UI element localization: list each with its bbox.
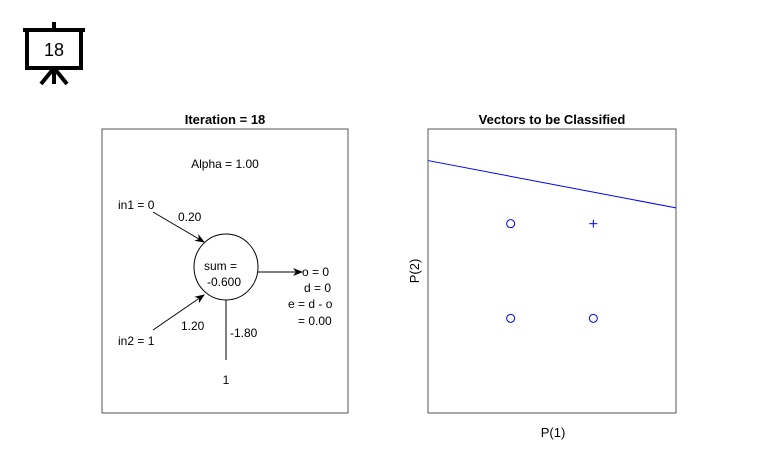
- alpha-label: Alpha = 1.00: [191, 157, 259, 171]
- scatter-plot-marks: [427, 160, 677, 323]
- y-axis-label: P(2): [407, 259, 422, 284]
- error-value: = 0.00: [298, 314, 332, 328]
- decision-boundary-line: [427, 160, 677, 209]
- x-axis-label: P(1): [541, 425, 566, 440]
- target-d-label: d = 0: [304, 281, 331, 295]
- input-1-label: in1 = 0: [118, 198, 155, 212]
- input-2-label: in2 = 1: [118, 334, 155, 348]
- data-point-circle-0: [506, 313, 516, 323]
- weight-2-label: 1.20: [181, 319, 205, 333]
- data-point-plus-0: [589, 219, 598, 228]
- data-point-circle-1: [506, 219, 516, 229]
- badge-number: 18: [44, 40, 64, 60]
- presentation-board-icon: [23, 22, 85, 86]
- sum-value: -0.600: [207, 275, 241, 289]
- error-e-label: e = d - o: [288, 297, 333, 311]
- scatter-plot-area: [427, 128, 677, 414]
- data-point-circle-2: [588, 313, 598, 323]
- input-2-arrow: [152, 294, 205, 331]
- bias-input-label: 1: [223, 373, 230, 387]
- output-o-label: o = 0: [302, 265, 329, 279]
- input-1-arrow: [152, 211, 205, 243]
- left-panel-title: Iteration = 18: [185, 112, 266, 127]
- bias-weight-label: -1.80: [230, 326, 258, 340]
- right-panel-title: Vectors to be Classified: [479, 112, 626, 127]
- sum-label: sum =: [204, 259, 237, 273]
- weight-1-label: 0.20: [178, 210, 202, 224]
